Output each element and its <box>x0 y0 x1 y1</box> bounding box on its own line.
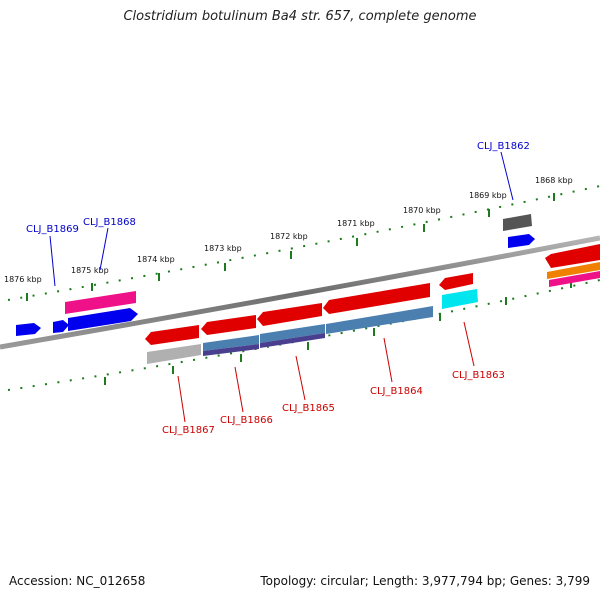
gene-cl-jb1862-arrow[interactable] <box>508 234 535 248</box>
gene-cl-jb1864-red-arrow[interactable] <box>323 283 430 314</box>
gene-cl-jb1867-gray-bar[interactable] <box>147 344 201 364</box>
gene-cl-jb1862-dark-bar[interactable] <box>503 214 532 231</box>
kbp-label: 1869 kbp <box>469 191 507 200</box>
gene-label-cl-jb1863[interactable]: CLJ_B1863 <box>452 370 505 381</box>
genome-backbone <box>0 235 600 350</box>
gene-cl-jb1865-purple-bar[interactable] <box>260 333 325 348</box>
gene-label-cl-jb1866[interactable]: CLJ_B1866 <box>220 415 273 426</box>
gene-cl-jb1866-purple-bar[interactable] <box>203 344 259 356</box>
gene-cl-jb1868-pink-bar[interactable] <box>65 291 136 314</box>
genome-summary-text: Topology: circular; Length: 3,977,794 bp… <box>260 574 590 588</box>
kbp-label: 1875 kbp <box>71 266 109 275</box>
callouts-bottom <box>177 321 475 423</box>
kbp-label: 1873 kbp <box>204 244 242 253</box>
major-ticks-lower <box>104 280 572 385</box>
major-ticks-upper <box>26 193 555 301</box>
accession-text: Accession: NC_012658 <box>9 574 146 588</box>
gene-cl-jb1867-red-arrow[interactable] <box>145 325 199 345</box>
gene-cl-jb1868-forward-arrow[interactable] <box>68 308 138 331</box>
kbp-label: 1872 kbp <box>270 232 308 241</box>
gene-right-edge-red[interactable] <box>545 244 600 268</box>
gene-right-edge-orange[interactable] <box>547 262 600 279</box>
gene-forward-arrow[interactable] <box>53 320 69 333</box>
gene-label-cl-jb1869[interactable]: CLJ_B1869 <box>26 224 79 235</box>
gene-cl-jb1864-steel-bar[interactable] <box>326 306 433 334</box>
kbp-label: 1871 kbp <box>337 219 375 228</box>
gene-label-cl-jb1865[interactable]: CLJ_B1865 <box>282 403 335 414</box>
gene-cl-jb1866-steel-bar[interactable] <box>203 335 259 351</box>
gene-label-cl-jb1867[interactable]: CLJ_B1867 <box>162 425 215 436</box>
callouts-top <box>49 151 514 287</box>
gene-cl-jb1865-red-arrow[interactable] <box>257 303 322 326</box>
gene-cl-jb1863-red-arrow[interactable] <box>439 273 473 290</box>
gene-label-cl-jb1868[interactable]: CLJ_B1868 <box>83 217 136 228</box>
kbp-label: 1874 kbp <box>137 255 175 264</box>
gene-forward-arrow[interactable] <box>16 323 41 336</box>
genome-title: Clostridium botulinum Ba4 str. 657, comp… <box>123 9 477 24</box>
kbp-label: 1876 kbp <box>4 275 42 284</box>
gene-cl-jb1865-steel-bar[interactable] <box>260 324 325 343</box>
gene-label-cl-jb1862[interactable]: CLJ_B1862 <box>477 141 530 152</box>
kbp-label: 1870 kbp <box>403 206 441 215</box>
gene-cl-jb1863-cyan-bar[interactable] <box>442 289 478 309</box>
gene-cl-jb1866-red-arrow[interactable] <box>201 315 256 335</box>
gene-label-cl-jb1864[interactable]: CLJ_B1864 <box>370 386 423 397</box>
gene-right-edge-pink[interactable] <box>549 271 600 287</box>
kbp-label: 1868 kbp <box>535 176 573 185</box>
